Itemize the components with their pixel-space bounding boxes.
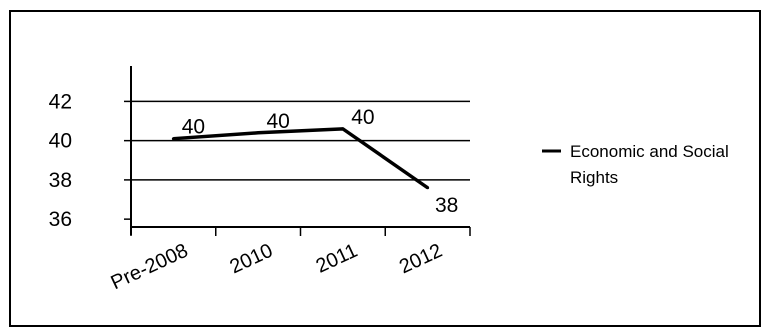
data-point-2011 <box>341 127 345 131</box>
x-tick-label-2010: 2010 <box>227 240 277 279</box>
series-line-0 <box>173 127 429 190</box>
legend: Economic and Social Rights <box>542 142 729 187</box>
data-label-2011: 40 <box>351 106 374 129</box>
y-tick-label-40: 40 <box>49 130 72 153</box>
data-label-Pre-2008: 40 <box>182 116 205 139</box>
data-point-2010 <box>256 131 260 135</box>
gridlines <box>131 100 470 181</box>
y-tick-label-38: 38 <box>49 169 72 192</box>
data-label-2010: 40 <box>266 110 289 133</box>
y-axis-ticks: 36 38 40 42 <box>49 90 131 231</box>
data-labels: 40 40 40 38 <box>182 106 459 217</box>
axes <box>130 66 470 235</box>
y-tick-label-36: 36 <box>49 208 72 231</box>
chart-frame <box>9 10 761 327</box>
x-tick-label-Pre-2008: Pre-2008 <box>108 240 192 295</box>
series-group <box>171 127 430 190</box>
x-tick-label-2012: 2012 <box>396 240 446 279</box>
x-axis-ticks: Pre-2008 2010 2011 2012 <box>108 227 471 295</box>
y-tick-label-42: 42 <box>49 90 72 113</box>
x-tick-label-2011: 2011 <box>313 240 361 278</box>
data-label-2012: 38 <box>435 194 458 217</box>
legend-label-line-2: Rights <box>570 168 618 187</box>
data-point-2012 <box>426 186 430 190</box>
data-point-Pre-2008 <box>171 137 175 141</box>
legend-label-line-1: Economic and Social <box>570 142 729 161</box>
